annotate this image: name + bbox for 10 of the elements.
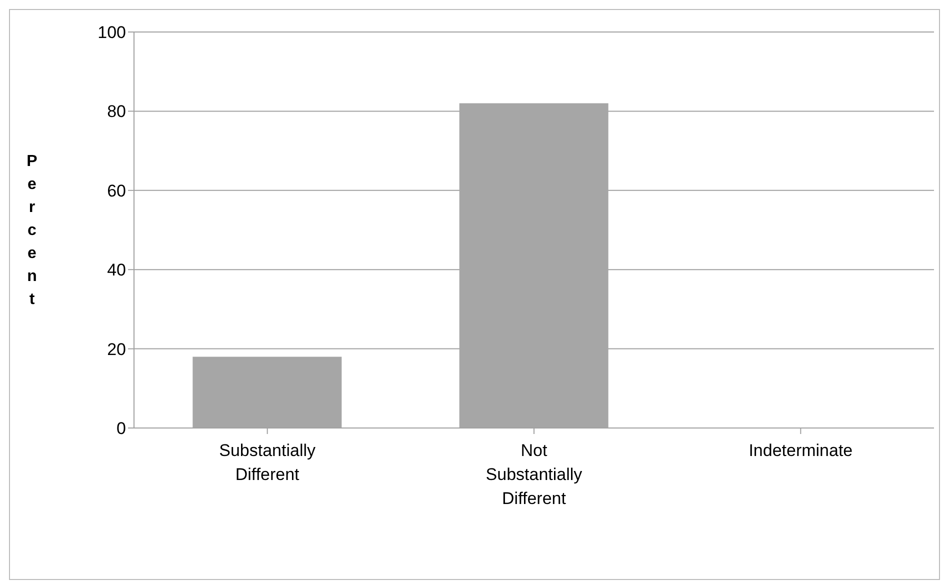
y-tick-label: 40 (107, 260, 126, 280)
y-tick-label: 0 (116, 419, 126, 438)
x-tick-label: Substantially Different (219, 441, 316, 484)
x-tick-label: Not Substantially Different (486, 441, 583, 508)
x-tick-label: Indeterminate (748, 441, 853, 460)
y-axis-title: Percent (26, 153, 38, 308)
y-tick-label: 20 (107, 340, 126, 359)
y-tick-label: 60 (107, 181, 126, 200)
y-tick-label: 80 (107, 102, 126, 122)
y-tick-label: 100 (98, 23, 126, 42)
